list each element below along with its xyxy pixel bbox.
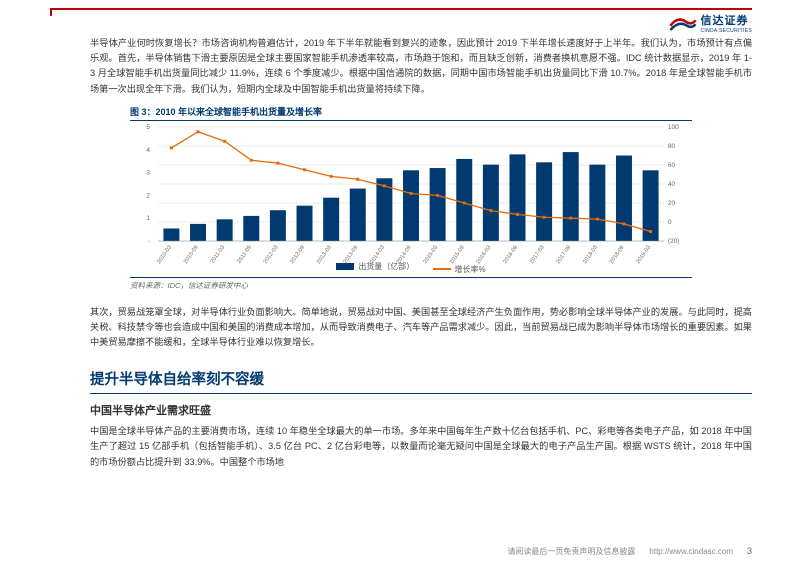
legend-bar-swatch xyxy=(336,263,354,270)
svg-text:100: 100 xyxy=(668,124,679,131)
page-number: 3 xyxy=(747,546,752,556)
header-rule xyxy=(50,8,752,10)
paragraph-2: 其次，贸易战笼罩全球，对半导体行业负面影响大。简单地说，贸易战对中国、美国甚至全… xyxy=(90,305,752,351)
chart-legend: 出货量（亿部） 增长率% xyxy=(130,261,692,275)
page-body: 半导体产业何时恢复增长？市场咨询机构普遍估计，2019 年下半年就能看到复兴的迹… xyxy=(0,0,802,470)
chart-container: (20)02040608010012345-2010-032010-092011… xyxy=(130,121,692,277)
legend-bar: 出货量（亿部） xyxy=(336,261,414,272)
paragraph-1: 半导体产业何时恢复增长？市场咨询机构普遍估计，2019 年下半年就能看到复兴的迹… xyxy=(90,36,752,97)
legend-bar-label: 出货量（亿部） xyxy=(358,261,414,272)
svg-text:40: 40 xyxy=(668,181,676,188)
footer-disclaimer: 请阅读最后一页免责声明及信息披露 xyxy=(507,546,635,557)
svg-text:4: 4 xyxy=(146,146,150,153)
legend-line-swatch xyxy=(433,268,451,270)
svg-text:20: 20 xyxy=(668,200,676,207)
header-corner xyxy=(50,8,52,16)
footer-url: http://www.cindasc.com xyxy=(649,547,733,556)
svg-text:3: 3 xyxy=(146,169,150,176)
legend-line: 增长率% xyxy=(433,264,486,275)
svg-text:60: 60 xyxy=(668,162,676,169)
figure-title: 图 3：2010 年以来全球智能手机出货量及增长率 xyxy=(130,105,752,118)
page-footer: 请阅读最后一页免责声明及信息披露 http://www.cindasc.com … xyxy=(507,546,752,557)
heading-1-rule xyxy=(90,393,752,394)
svg-text:80: 80 xyxy=(668,143,676,150)
chart-svg: (20)02040608010012345-2010-032010-092011… xyxy=(130,121,692,277)
svg-text:-: - xyxy=(148,238,150,245)
svg-text:1: 1 xyxy=(146,215,150,222)
svg-text:0: 0 xyxy=(668,219,672,226)
brand-cn: 信达证券 xyxy=(701,12,752,28)
svg-text:2: 2 xyxy=(146,192,150,199)
legend-line-label: 增长率% xyxy=(455,264,486,275)
brand-en: CINDA SECURITIES xyxy=(701,28,752,34)
logo-mark-icon xyxy=(669,13,697,33)
heading-2: 中国半导体产业需求旺盛 xyxy=(90,402,752,418)
figure-source: 资料来源：IDC，信达证券研发中心 xyxy=(130,280,752,291)
brand-logo: 信达证券 CINDA SECURITIES xyxy=(669,12,752,34)
svg-text:5: 5 xyxy=(146,124,150,131)
svg-text:(20): (20) xyxy=(668,238,680,245)
heading-1: 提升半导体自给率刻不容缓 xyxy=(90,368,752,389)
paragraph-3: 中国是全球半导体产品的主要消费市场，连续 10 年稳坐全球最大的单一市场。多年来… xyxy=(90,424,752,470)
